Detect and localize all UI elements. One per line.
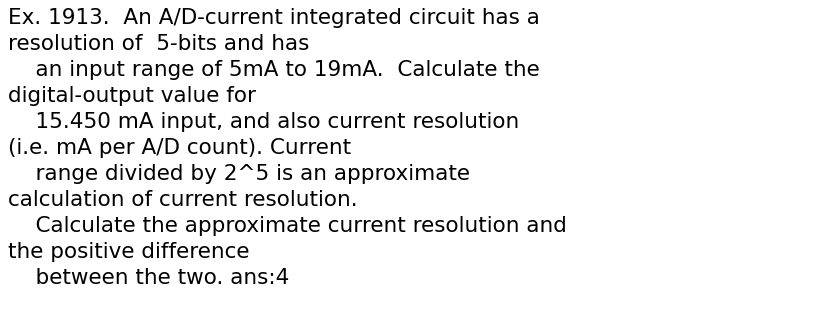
Text: between the two. ans:4: between the two. ans:4	[8, 268, 289, 288]
Text: 15.450 mA input, and also current resolution: 15.450 mA input, and also current resolu…	[8, 112, 519, 132]
Text: the positive difference: the positive difference	[8, 242, 249, 262]
Text: Ex. 1913.  An A/D-current integrated circuit has a: Ex. 1913. An A/D-current integrated circ…	[8, 8, 539, 28]
Text: (i.e. mA per A/D count). Current: (i.e. mA per A/D count). Current	[8, 138, 351, 158]
Text: digital-output value for: digital-output value for	[8, 86, 256, 106]
Text: range divided by 2^5 is an approximate: range divided by 2^5 is an approximate	[8, 164, 470, 184]
Text: Calculate the approximate current resolution and: Calculate the approximate current resolu…	[8, 216, 566, 236]
Text: resolution of  5-bits and has: resolution of 5-bits and has	[8, 34, 309, 54]
Text: calculation of current resolution.: calculation of current resolution.	[8, 190, 357, 210]
Text: an input range of 5mA to 19mA.  Calculate the: an input range of 5mA to 19mA. Calculate…	[8, 60, 539, 80]
